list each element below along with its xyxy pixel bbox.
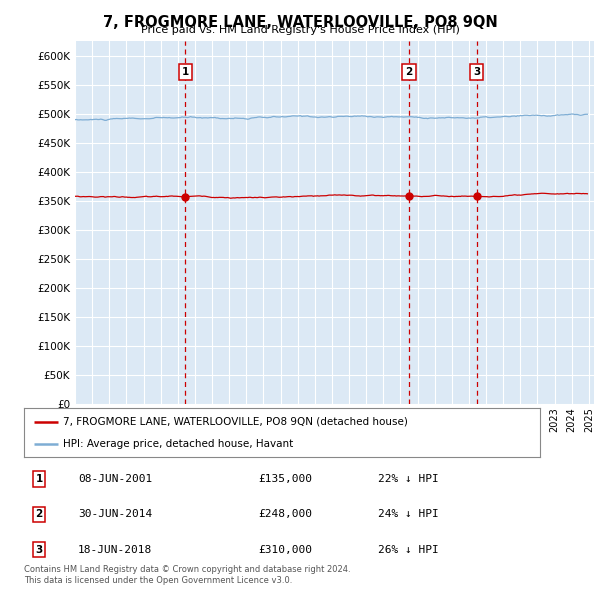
Text: 08-JUN-2001: 08-JUN-2001 [78, 474, 152, 484]
Text: 22% ↓ HPI: 22% ↓ HPI [378, 474, 439, 484]
Text: 18-JUN-2018: 18-JUN-2018 [78, 545, 152, 555]
Text: HPI: Average price, detached house, Havant: HPI: Average price, detached house, Hava… [62, 439, 293, 449]
Text: 7, FROGMORE LANE, WATERLOOVILLE, PO8 9QN: 7, FROGMORE LANE, WATERLOOVILLE, PO8 9QN [103, 15, 497, 30]
Text: 30-JUN-2014: 30-JUN-2014 [78, 510, 152, 519]
Text: Contains HM Land Registry data © Crown copyright and database right 2024.: Contains HM Land Registry data © Crown c… [24, 565, 350, 574]
Text: 24% ↓ HPI: 24% ↓ HPI [378, 510, 439, 519]
Text: £248,000: £248,000 [258, 510, 312, 519]
Text: 3: 3 [473, 67, 481, 77]
Text: 26% ↓ HPI: 26% ↓ HPI [378, 545, 439, 555]
Text: £310,000: £310,000 [258, 545, 312, 555]
Text: 7, FROGMORE LANE, WATERLOOVILLE, PO8 9QN (detached house): 7, FROGMORE LANE, WATERLOOVILLE, PO8 9QN… [62, 417, 407, 427]
Text: 3: 3 [35, 545, 43, 555]
Text: £135,000: £135,000 [258, 474, 312, 484]
Text: 1: 1 [35, 474, 43, 484]
Text: 2: 2 [406, 67, 413, 77]
Text: This data is licensed under the Open Government Licence v3.0.: This data is licensed under the Open Gov… [24, 576, 292, 585]
Text: Price paid vs. HM Land Registry's House Price Index (HPI): Price paid vs. HM Land Registry's House … [140, 25, 460, 35]
Text: 2: 2 [35, 510, 43, 519]
Text: 1: 1 [182, 67, 189, 77]
